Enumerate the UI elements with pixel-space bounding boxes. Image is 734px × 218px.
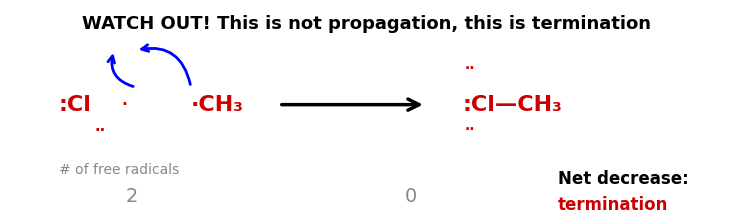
Text: ..: .. <box>94 119 106 134</box>
Text: 2: 2 <box>126 187 138 206</box>
FancyArrowPatch shape <box>108 56 133 87</box>
Text: :Cl—CH₃: :Cl—CH₃ <box>462 95 562 115</box>
Text: termination: termination <box>558 196 668 214</box>
FancyArrowPatch shape <box>142 45 190 85</box>
Text: ·CH₃: ·CH₃ <box>191 95 244 115</box>
Text: WATCH OUT! This is not propagation, this is termination: WATCH OUT! This is not propagation, this… <box>82 15 652 33</box>
Text: ·: · <box>121 93 129 117</box>
Text: :Cl: :Cl <box>59 95 92 115</box>
Text: ..: .. <box>465 119 475 133</box>
Text: ..: .. <box>465 58 475 72</box>
Text: Net decrease:: Net decrease: <box>558 170 688 188</box>
Text: 0: 0 <box>405 187 417 206</box>
Text: # of free radicals: # of free radicals <box>59 163 179 177</box>
